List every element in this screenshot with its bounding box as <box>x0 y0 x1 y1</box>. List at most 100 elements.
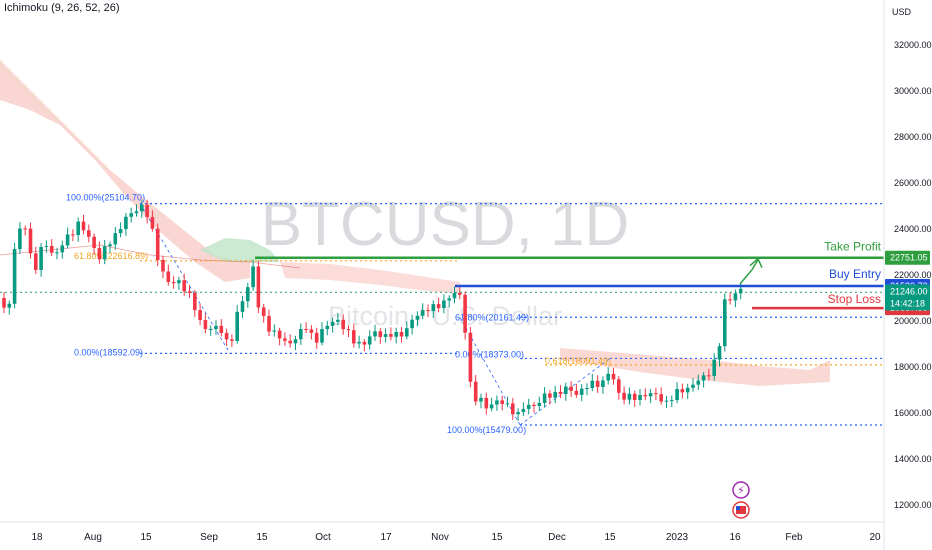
candle-body <box>569 386 573 391</box>
candle-body <box>39 246 43 271</box>
candle-body <box>632 393 637 400</box>
x-tick-label: Aug <box>84 532 102 543</box>
candle-body <box>415 315 420 320</box>
lightning-glyph: ⚡ <box>737 484 745 497</box>
y-tick-label: 30000.00 <box>894 86 932 96</box>
candle-body <box>357 341 361 344</box>
indicator-label[interactable]: Ichimoku (9, 26, 52, 26) <box>4 2 120 14</box>
candle-body <box>330 321 335 326</box>
candle-body <box>595 380 600 387</box>
candle-body <box>320 329 324 343</box>
candle-body <box>251 266 255 288</box>
candle-body <box>664 400 669 402</box>
candle-body <box>2 298 6 308</box>
candle-body <box>579 388 584 395</box>
lightning-icon[interactable] <box>732 481 750 499</box>
candle-body <box>484 397 489 409</box>
candle-body <box>701 375 706 381</box>
candle-body <box>601 380 605 387</box>
fib-label: 100.00%(25104.70) <box>66 193 145 203</box>
x-tick-label: 15 <box>140 532 152 543</box>
candle-body <box>299 329 303 340</box>
candle-body <box>161 260 165 272</box>
candle-body <box>219 325 224 333</box>
candle-body <box>277 330 282 339</box>
candle-body <box>590 380 595 389</box>
candle-body <box>617 379 621 393</box>
candle-body <box>352 330 356 344</box>
candle-body <box>55 252 59 254</box>
candle-body <box>643 394 648 397</box>
candle-body <box>479 397 483 402</box>
candle-body <box>611 373 616 380</box>
candle-body <box>346 329 351 331</box>
candle-body <box>60 245 65 253</box>
candle-body <box>495 400 499 405</box>
x-tick-label: Oct <box>315 532 331 543</box>
candle-body <box>341 319 345 330</box>
candle-body <box>240 301 245 312</box>
candle-body <box>399 331 404 337</box>
candle-body <box>92 236 96 249</box>
x-tick-label: 16 <box>729 532 741 543</box>
candle-body <box>468 332 473 382</box>
candle-body <box>367 336 372 345</box>
y-tick-label: 20000.00 <box>894 316 932 326</box>
candle-body <box>431 304 436 312</box>
y-tick-label: 18000.00 <box>894 362 932 372</box>
candle-body <box>489 404 494 409</box>
candle-body <box>574 390 579 395</box>
candle-body <box>728 299 732 301</box>
candle-body <box>500 400 504 404</box>
candle-body <box>325 325 330 330</box>
candle-body <box>272 330 277 332</box>
candle-body <box>405 328 409 337</box>
candle-body <box>81 221 86 231</box>
candle-body <box>87 230 91 237</box>
candle-body <box>314 332 319 343</box>
candle-body <box>267 316 271 332</box>
candle-body <box>7 303 12 308</box>
stop-loss-label: Stop Loss <box>828 292 881 306</box>
candle-body <box>654 393 658 395</box>
candle-body <box>166 271 171 283</box>
flag-canton <box>736 506 740 510</box>
candle-body <box>129 213 133 217</box>
candle-body <box>526 404 531 409</box>
ichimoku-cloud-red <box>280 262 460 294</box>
candle-body <box>224 332 229 340</box>
x-tick-label: Dec <box>548 532 566 543</box>
candle-body <box>171 282 176 284</box>
candle-body <box>473 381 478 402</box>
candle-body <box>675 389 679 401</box>
y-tick-label: 12000.00 <box>894 500 932 510</box>
y-tick-label: 32000.00 <box>894 40 932 50</box>
candle-body <box>150 217 155 229</box>
watermark-symbol: BTCUSD, 1D <box>261 190 630 259</box>
candle-body <box>553 391 557 398</box>
candle-body <box>738 288 743 294</box>
x-tick-label: 15 <box>256 532 268 543</box>
candle-body <box>362 341 367 345</box>
candle-body <box>606 373 610 381</box>
candle-body <box>23 228 27 230</box>
price-tag-bg <box>885 250 930 265</box>
candle-body <box>187 291 192 293</box>
candle-body <box>177 280 181 284</box>
candle-body <box>293 339 298 344</box>
candle-body <box>309 329 314 333</box>
candle-body <box>622 392 626 400</box>
candle-body <box>378 331 383 337</box>
candle-body <box>670 400 674 402</box>
candle-body <box>145 204 149 218</box>
candle-body <box>373 331 377 337</box>
candle-body <box>304 329 308 331</box>
candle-body <box>140 204 144 212</box>
candle-body <box>214 325 218 330</box>
candle-body <box>65 234 70 246</box>
candle-body <box>691 384 695 388</box>
candle-body <box>717 346 722 360</box>
target-arrow <box>739 259 759 285</box>
candle-body <box>102 246 107 260</box>
